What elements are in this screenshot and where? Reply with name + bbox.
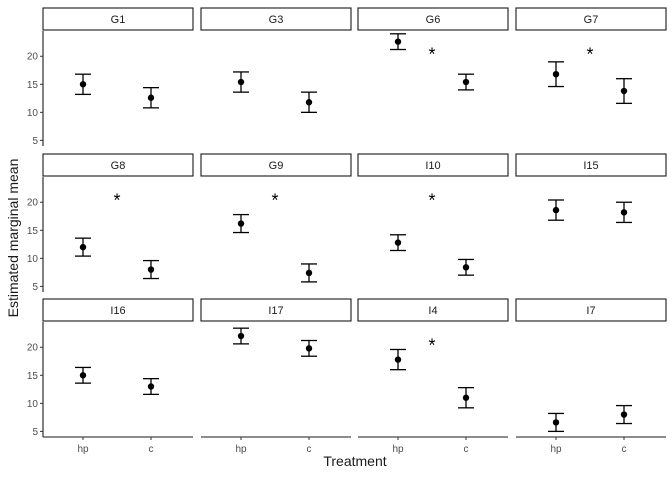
mean-point bbox=[394, 356, 402, 363]
mean-point bbox=[462, 78, 470, 86]
significance-star: * bbox=[428, 336, 435, 356]
y-tick-label: 20 bbox=[27, 343, 39, 354]
facet-strip bbox=[200, 7, 352, 31]
facet-label: G1 bbox=[111, 14, 126, 26]
significance-star: * bbox=[271, 191, 278, 211]
x-tick-label: hp bbox=[392, 444, 404, 455]
mean-point bbox=[620, 209, 628, 216]
mean-point bbox=[147, 266, 155, 273]
mean-point bbox=[237, 220, 245, 227]
mean-point bbox=[462, 264, 470, 271]
x-tick-label: hp bbox=[77, 444, 89, 455]
facet-strip bbox=[42, 298, 194, 322]
facet-strip bbox=[515, 153, 667, 177]
x-tick-label: c bbox=[307, 444, 312, 455]
facet-strip bbox=[357, 153, 509, 177]
y-tick-label: 5 bbox=[32, 282, 38, 293]
y-tick-label: 10 bbox=[27, 254, 39, 265]
mean-point bbox=[147, 94, 155, 101]
significance-star: * bbox=[428, 191, 435, 211]
y-axis-title: Estimated marginal mean bbox=[5, 159, 21, 318]
facet-label: G6 bbox=[426, 14, 441, 26]
facet-label: I4 bbox=[428, 305, 437, 317]
mean-point bbox=[305, 269, 313, 277]
y-tick-label: 20 bbox=[27, 52, 39, 63]
facet-strip bbox=[42, 7, 194, 31]
facet-label: I10 bbox=[425, 160, 440, 172]
x-axis-title: Treatment bbox=[323, 453, 386, 469]
x-tick-label: hp bbox=[550, 444, 562, 455]
facet-label: G3 bbox=[269, 14, 284, 26]
y-tick-label: 20 bbox=[27, 198, 39, 209]
facet-strip bbox=[200, 298, 352, 322]
mean-point bbox=[552, 419, 560, 426]
y-tick-label: 15 bbox=[27, 80, 39, 91]
y-tick-label: 5 bbox=[32, 427, 38, 438]
facet-label: I17 bbox=[268, 305, 283, 317]
y-tick-label: 15 bbox=[27, 371, 39, 382]
x-tick-label: hp bbox=[235, 444, 247, 455]
mean-point bbox=[394, 239, 402, 246]
facet-label: I15 bbox=[583, 160, 598, 172]
facet-strip bbox=[515, 298, 667, 322]
facet-strip bbox=[357, 298, 509, 322]
mean-point bbox=[305, 345, 313, 352]
mean-point bbox=[79, 81, 87, 88]
y-tick-label: 10 bbox=[27, 108, 39, 119]
facet-label: G8 bbox=[111, 160, 126, 172]
mean-point bbox=[552, 70, 560, 78]
mean-point bbox=[620, 87, 628, 95]
facet-strip bbox=[200, 153, 352, 177]
mean-point bbox=[462, 394, 470, 401]
significance-star: * bbox=[428, 45, 435, 65]
significance-star: * bbox=[586, 45, 593, 65]
facet-label: I16 bbox=[110, 305, 125, 317]
significance-star: * bbox=[113, 191, 120, 211]
y-tick-label: 5 bbox=[32, 136, 38, 147]
facet-strip bbox=[42, 153, 194, 177]
x-tick-label: c bbox=[149, 444, 154, 455]
mean-point bbox=[305, 99, 313, 106]
y-tick-label: 15 bbox=[27, 226, 39, 237]
mean-point bbox=[552, 206, 560, 214]
mean-point bbox=[237, 332, 245, 340]
x-tick-label: c bbox=[622, 444, 627, 455]
mean-point bbox=[620, 411, 628, 418]
mean-point bbox=[79, 243, 87, 251]
mean-point bbox=[79, 372, 87, 379]
facet-label: I7 bbox=[586, 305, 595, 317]
x-tick-label: c bbox=[464, 444, 469, 455]
facet-strip bbox=[357, 7, 509, 31]
y-tick-label: 10 bbox=[27, 399, 39, 410]
mean-point bbox=[147, 383, 155, 390]
mean-point bbox=[394, 38, 402, 45]
facet-label: G7 bbox=[584, 14, 599, 26]
facet-label: G9 bbox=[269, 160, 284, 172]
facet-strip bbox=[515, 7, 667, 31]
mean-point bbox=[237, 78, 245, 86]
